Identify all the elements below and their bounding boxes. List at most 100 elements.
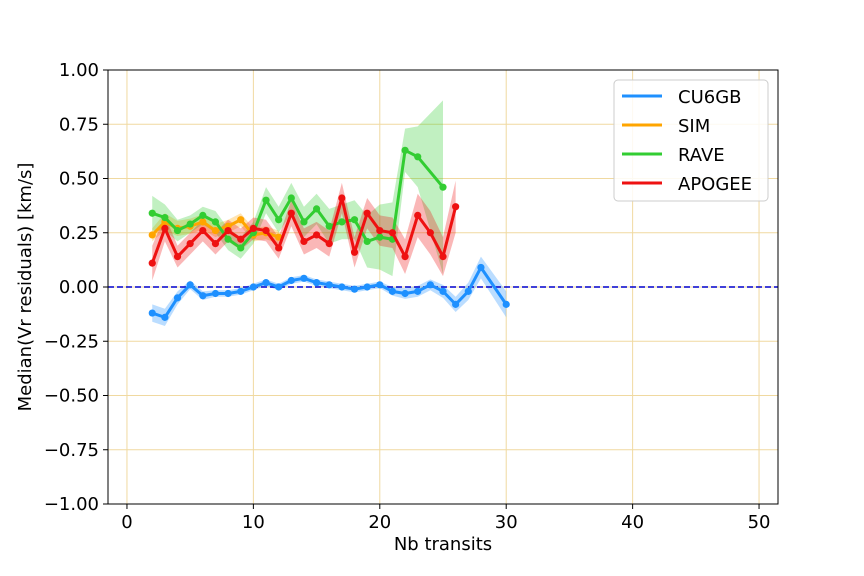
data-point-rave <box>275 216 283 224</box>
data-point-apogee <box>186 240 194 248</box>
data-point-cu6gb <box>199 292 207 300</box>
data-point-rave <box>237 244 245 252</box>
data-point-rave <box>262 196 270 204</box>
data-point-rave <box>186 220 194 228</box>
data-point-apogee <box>338 194 346 202</box>
data-point-rave <box>161 213 169 222</box>
data-point-rave <box>376 233 384 241</box>
data-point-apogee <box>414 211 422 219</box>
data-point-apogee <box>325 240 333 248</box>
legend: CU6GB SIM RAVE APOGEE <box>613 79 769 202</box>
y-tick-label: −1.00 <box>44 494 99 515</box>
data-point-cu6gb <box>262 279 270 287</box>
band-apogee <box>152 180 456 281</box>
y-tick-label: −0.25 <box>44 331 99 352</box>
data-point-rave <box>224 235 232 243</box>
x-tick-label: 20 <box>368 512 391 533</box>
data-point-apogee <box>161 224 169 233</box>
data-point-rave <box>300 218 308 226</box>
band-cu6gb <box>152 256 507 327</box>
data-point-rave <box>363 237 371 246</box>
data-point-cu6gb <box>287 276 295 285</box>
y-tick-label: 1.00 <box>59 60 99 81</box>
data-point-rave <box>325 222 333 230</box>
data-point-apogee <box>426 229 434 237</box>
data-point-cu6gb <box>401 289 409 298</box>
data-point-cu6gb <box>325 281 333 289</box>
series-apogee <box>148 194 460 267</box>
y-tick-label: 0.25 <box>59 223 99 244</box>
legend-label-cu6gb: CU6GB <box>678 87 742 108</box>
data-point-rave <box>199 211 207 219</box>
data-point-apogee <box>224 226 232 235</box>
data-point-apogee <box>388 229 397 237</box>
data-point-cu6gb <box>426 281 434 289</box>
x-tick-label: 40 <box>621 512 644 533</box>
data-point-rave <box>414 153 422 161</box>
y-tick-label: −0.75 <box>44 440 99 461</box>
legend-label-sim: SIM <box>678 116 710 137</box>
data-point-apogee <box>401 253 409 261</box>
data-point-cu6gb <box>312 279 321 287</box>
x-tick-label: 10 <box>242 512 265 533</box>
data-point-rave <box>401 146 409 154</box>
data-point-cu6gb <box>338 283 346 291</box>
data-point-cu6gb <box>350 285 359 293</box>
data-point-apogee <box>211 240 220 248</box>
y-tick-label: 0.50 <box>59 169 99 190</box>
data-point-rave <box>287 194 295 202</box>
data-point-cu6gb <box>477 263 485 272</box>
data-point-sim <box>211 226 220 235</box>
data-point-cu6gb <box>186 281 194 289</box>
series-line-cu6gb <box>151 265 508 319</box>
data-point-cu6gb <box>363 283 371 291</box>
data-point-apogee <box>275 244 283 252</box>
data-point-cu6gb <box>275 283 283 291</box>
y-tick-label: 0.75 <box>59 114 99 135</box>
data-point-cu6gb <box>300 274 308 282</box>
x-tick-label: 30 <box>495 512 518 533</box>
data-point-cu6gb <box>249 283 257 291</box>
data-point-rave <box>338 218 346 226</box>
x-axis: 0 10 20 30 40 50 <box>121 504 770 533</box>
data-point-apogee <box>287 209 295 217</box>
data-point-cu6gb <box>237 287 245 295</box>
data-point-rave <box>148 209 156 217</box>
data-point-cu6gb <box>161 313 169 321</box>
data-point-cu6gb <box>173 294 182 302</box>
data-point-apogee <box>376 226 384 235</box>
data-point-apogee <box>148 259 156 267</box>
x-axis-label: Nb transits <box>394 534 492 555</box>
data-point-cu6gb <box>148 309 156 317</box>
data-point-apogee <box>237 235 245 243</box>
data-point-cu6gb <box>388 287 397 295</box>
data-point-rave <box>350 216 359 224</box>
data-point-sim <box>148 231 156 239</box>
x-tick-label: 50 <box>748 512 771 533</box>
data-point-cu6gb <box>376 281 384 289</box>
y-axis-label: Median(Vr residuals) [km/s] <box>15 163 36 412</box>
data-point-apogee <box>312 231 321 239</box>
x-tick-label: 0 <box>121 512 132 533</box>
data-point-apogee <box>199 226 207 235</box>
legend-label-rave: RAVE <box>678 145 725 166</box>
data-point-apogee <box>439 253 447 261</box>
data-point-cu6gb <box>414 287 422 295</box>
data-point-cu6gb <box>452 300 460 308</box>
data-point-apogee <box>452 203 460 211</box>
data-point-cu6gb <box>224 289 232 298</box>
y-tick-label: −0.50 <box>44 386 99 407</box>
data-point-rave <box>439 183 447 191</box>
data-point-cu6gb <box>211 289 220 298</box>
data-point-cu6gb <box>502 300 510 308</box>
data-point-apogee <box>350 248 359 256</box>
data-point-apogee <box>173 253 182 261</box>
data-point-apogee <box>363 209 371 217</box>
data-point-rave <box>173 226 182 235</box>
data-point-cu6gb <box>464 287 472 295</box>
y-axis: 1.00 0.75 0.50 0.25 0.00 −0.25 −0.50 −0.75 −1.00 <box>44 60 108 515</box>
data-point-rave <box>312 205 321 213</box>
legend-box <box>613 79 769 202</box>
data-point-apogee <box>249 224 257 233</box>
